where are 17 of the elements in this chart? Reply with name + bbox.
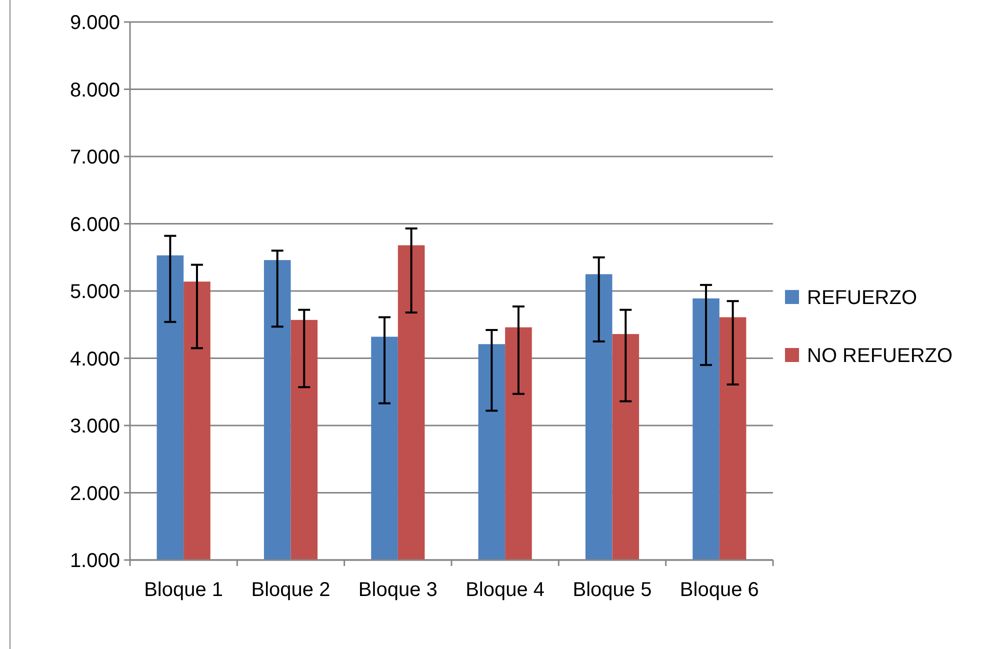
x-tick-label: Bloque 5 xyxy=(572,579,652,601)
y-tick-label: 1.000 xyxy=(70,550,120,572)
x-tick-label: Bloque 3 xyxy=(358,579,438,601)
y-tick-label: 2.000 xyxy=(70,482,120,505)
legend-label: REFUERZO xyxy=(807,287,917,309)
y-tick-label: 5.000 xyxy=(70,281,120,303)
x-tick-label: Bloque 2 xyxy=(251,579,330,601)
y-tick-label: 4.000 xyxy=(70,348,120,370)
y-tick-label: 6.000 xyxy=(70,214,120,236)
x-tick-label: Bloque 4 xyxy=(466,579,545,601)
y-tick-label: 9.000 xyxy=(70,12,120,34)
y-tick-label: 3.000 xyxy=(70,416,120,438)
x-tick-label: Bloque 6 xyxy=(680,579,759,601)
y-tick-label: 7.000 xyxy=(70,146,120,168)
y-tick-label: 8.000 xyxy=(70,79,120,102)
x-tick-label: Bloque 1 xyxy=(144,579,224,601)
legend-label: NO REFUERZO xyxy=(807,345,953,367)
